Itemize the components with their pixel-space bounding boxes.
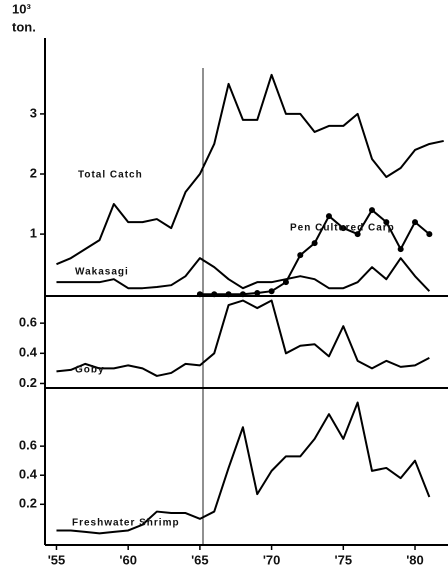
- x-tick-label: '60: [119, 552, 137, 567]
- series-label: Freshwater Shrimp: [72, 518, 180, 529]
- series-marker: [426, 231, 433, 238]
- y-tick-label: 1: [30, 226, 37, 241]
- series-marker: [397, 246, 404, 253]
- y-tick-label: 0.6: [19, 438, 37, 453]
- series-marker: [383, 219, 390, 226]
- series-line: [56, 257, 431, 292]
- series-marker: [368, 207, 375, 214]
- series-marker: [254, 289, 261, 296]
- series-line: [56, 73, 444, 266]
- x-tick-label: '80: [406, 552, 424, 567]
- series-marker: [211, 291, 218, 298]
- series-marker: [412, 219, 419, 226]
- series-label: Total Catch: [78, 170, 143, 181]
- series-marker: [239, 291, 246, 298]
- series-marker: [297, 252, 304, 259]
- series-label: Goby: [75, 365, 105, 376]
- y-tick-label: 0.2: [19, 496, 37, 511]
- series-line: [56, 299, 430, 377]
- y-unit: ton.: [12, 19, 36, 34]
- x-tick-label: '70: [263, 552, 281, 567]
- series-marker: [340, 225, 347, 232]
- series-marker: [225, 291, 232, 298]
- y-tick-label: 0.4: [19, 345, 38, 360]
- series-line: [56, 401, 431, 535]
- series-label: Pen Cultured Carp: [290, 223, 395, 234]
- series-marker: [282, 279, 289, 286]
- series-marker: [196, 291, 203, 298]
- series-marker: [311, 240, 318, 247]
- y-unit: 10³: [12, 1, 31, 16]
- series-marker: [268, 288, 275, 295]
- y-tick-label: 0.2: [19, 375, 37, 390]
- series-marker: [354, 231, 361, 238]
- x-tick-label: '65: [191, 552, 209, 567]
- series-label: Wakasagi: [75, 267, 129, 278]
- x-tick-label: '55: [48, 552, 66, 567]
- y-tick-label: 3: [30, 105, 37, 120]
- y-tick-label: 0.4: [19, 467, 38, 482]
- y-tick-label: 0.6: [19, 315, 37, 330]
- series-marker: [325, 213, 332, 220]
- y-tick-label: 2: [30, 165, 37, 180]
- x-tick-label: '75: [335, 552, 353, 567]
